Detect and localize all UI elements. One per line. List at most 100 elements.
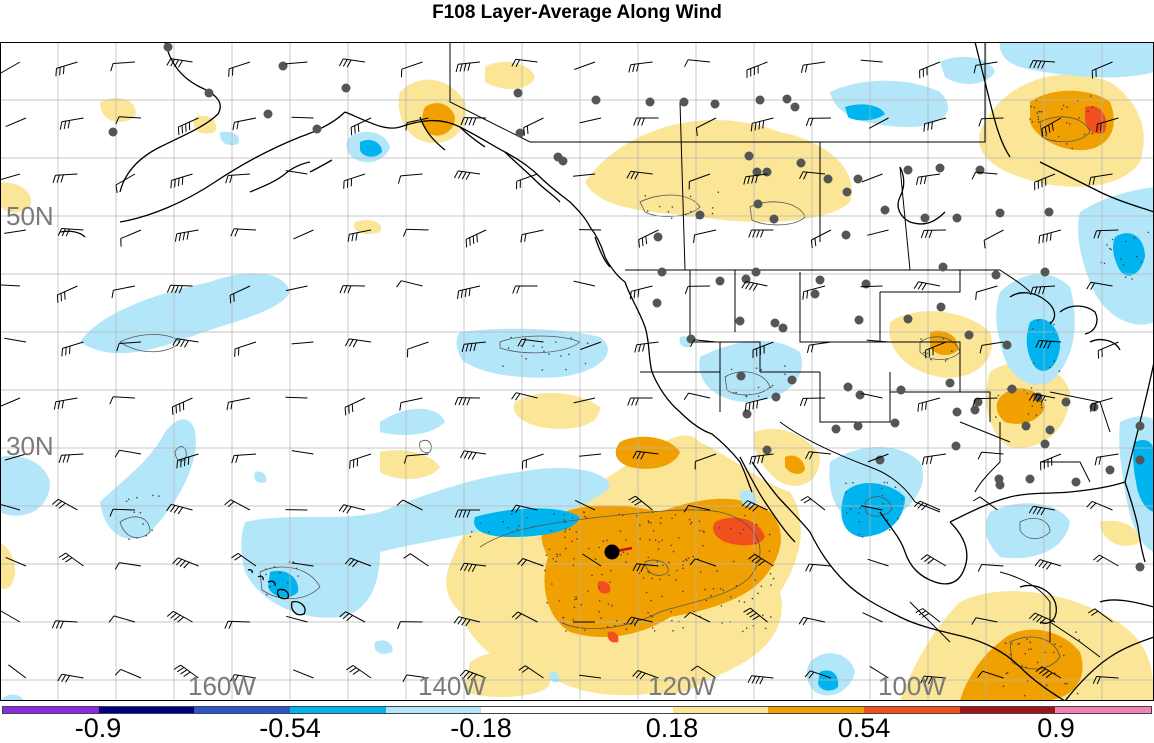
stipple-dot bbox=[1026, 392, 1029, 395]
stipple-dot bbox=[857, 512, 860, 514]
stipple-dot bbox=[1009, 653, 1012, 656]
stipple-dot bbox=[671, 206, 674, 208]
stipple-dot bbox=[764, 627, 767, 630]
wind-barb bbox=[285, 61, 308, 65]
wind-barb bbox=[688, 173, 711, 190]
stipple-dot bbox=[1030, 387, 1033, 389]
stipple-dot bbox=[1038, 110, 1040, 113]
stipple-dot bbox=[719, 588, 722, 590]
stipple-dot bbox=[687, 557, 690, 559]
wind-barb bbox=[805, 117, 832, 127]
stipple-dot bbox=[545, 554, 548, 556]
stipple-dot bbox=[553, 513, 555, 515]
stipple-dot bbox=[711, 212, 714, 215]
station-dot bbox=[742, 409, 752, 419]
wind-barb bbox=[228, 61, 251, 77]
border-line bbox=[880, 341, 961, 392]
station-dot bbox=[842, 187, 852, 197]
border-line bbox=[679, 101, 686, 271]
wind-barb bbox=[913, 281, 941, 291]
stipple-dot bbox=[712, 587, 715, 590]
colorbar bbox=[2, 706, 1152, 714]
wind-barb bbox=[120, 229, 142, 247]
wind-barb bbox=[573, 173, 596, 177]
map-canvas bbox=[0, 42, 1154, 701]
station-dot bbox=[752, 167, 762, 177]
lat-lon-grid bbox=[0, 42, 1154, 701]
station-dot bbox=[903, 314, 913, 324]
stipple-dot bbox=[670, 610, 672, 613]
station-dot bbox=[1002, 340, 1012, 350]
station-dot bbox=[1040, 267, 1050, 277]
stipple-dot bbox=[598, 610, 600, 613]
wind-barb bbox=[632, 450, 659, 460]
stipple-dot bbox=[619, 530, 622, 532]
wind-barb bbox=[177, 117, 199, 135]
stipple-dot bbox=[1040, 406, 1043, 409]
stipple-dot bbox=[1053, 651, 1055, 654]
station-dot bbox=[778, 323, 788, 333]
stipple-dot bbox=[882, 503, 884, 505]
stipple-dot bbox=[668, 574, 670, 577]
wind-barb bbox=[5, 117, 27, 128]
station-dot bbox=[1105, 465, 1115, 475]
colorbar-tick-label: -0.54 bbox=[259, 713, 321, 743]
stipple-dot bbox=[1053, 323, 1055, 326]
stipple-dot bbox=[1124, 276, 1127, 278]
stipple-dot bbox=[625, 628, 628, 631]
stipple-dot bbox=[594, 558, 597, 560]
stipple-dot bbox=[1075, 631, 1077, 633]
wind-barb bbox=[1088, 173, 1113, 186]
stipple-dot bbox=[564, 536, 566, 539]
lat-label-50n: 50N bbox=[6, 201, 54, 231]
stipple-dot bbox=[286, 581, 289, 584]
stipple-dot bbox=[886, 519, 889, 521]
wind-barb bbox=[114, 562, 142, 570]
station-dot bbox=[1061, 397, 1071, 407]
wind-barb bbox=[291, 116, 314, 119]
stipple-dot bbox=[722, 589, 725, 592]
stipple-dot bbox=[646, 210, 649, 212]
stipple-dot bbox=[598, 586, 600, 589]
stipple-dot bbox=[1037, 118, 1040, 120]
stipple-dot bbox=[158, 495, 160, 497]
wind-barb bbox=[1090, 397, 1113, 413]
stipple-dot bbox=[556, 553, 558, 555]
wind-barb bbox=[511, 504, 538, 513]
stipple-dot bbox=[689, 195, 692, 198]
wind-barb bbox=[399, 397, 423, 411]
stipple-dot bbox=[555, 560, 557, 563]
stipple-dot bbox=[598, 600, 601, 602]
stipple-dot bbox=[849, 508, 852, 511]
wind-barb bbox=[224, 620, 251, 629]
wind-barb bbox=[915, 173, 941, 186]
stipple-dot bbox=[136, 496, 138, 499]
wind-barb bbox=[743, 173, 768, 185]
stipple-dot bbox=[1032, 362, 1035, 365]
stipple-dot bbox=[1045, 684, 1048, 686]
wind-barb bbox=[920, 554, 947, 567]
wind-barb bbox=[975, 285, 998, 301]
wind-barb bbox=[804, 670, 832, 679]
station-dot bbox=[853, 174, 863, 184]
station-dot bbox=[1040, 439, 1050, 449]
stipple-dot bbox=[1133, 237, 1136, 239]
stipple-dot bbox=[675, 569, 678, 572]
stipple-dot bbox=[520, 344, 522, 347]
colorbar-segment bbox=[3, 707, 99, 713]
stipple-dot bbox=[894, 486, 897, 489]
wind-barb bbox=[339, 611, 366, 623]
stipple-dot bbox=[1063, 654, 1065, 657]
station-dot bbox=[782, 94, 792, 104]
wind-barb bbox=[344, 338, 372, 348]
wind-barb bbox=[746, 61, 768, 78]
stipple-dot bbox=[152, 494, 154, 497]
border-line bbox=[625, 269, 1031, 293]
stipple-dot bbox=[1061, 108, 1063, 110]
wind-barb bbox=[1040, 453, 1062, 471]
stipple-dot bbox=[580, 603, 582, 606]
stipple-dot bbox=[702, 530, 704, 532]
stipple-dot bbox=[738, 600, 740, 602]
wind-barb bbox=[172, 338, 199, 348]
stipple-dot bbox=[139, 511, 142, 514]
